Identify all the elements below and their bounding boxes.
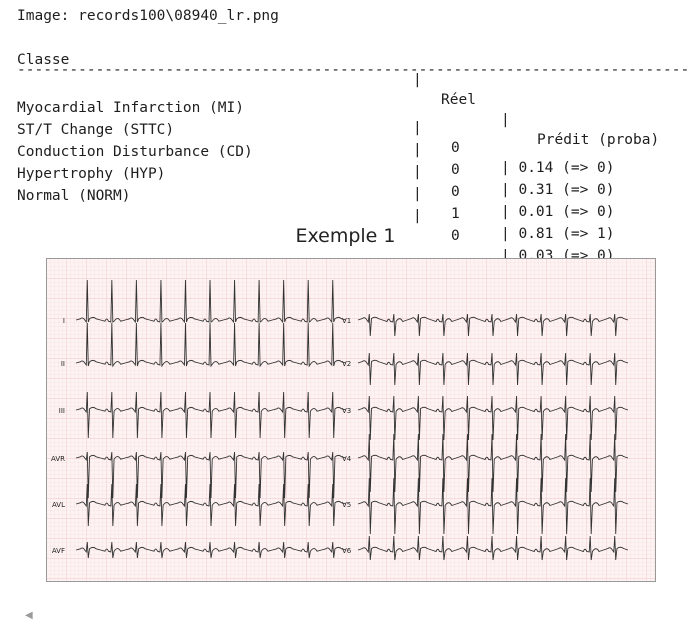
row-reel: 0 <box>451 184 460 200</box>
ecg-frame <box>46 258 656 582</box>
row-classe: Myocardial Infarction (MI) <box>17 100 244 116</box>
ecg-trace-v4 <box>357 433 629 493</box>
table-row: Myocardial Infarction (MI) | 0 | 0.14 (=… <box>17 78 615 176</box>
row-reel: 0 <box>451 140 460 156</box>
ecg-trace-ii <box>75 322 347 368</box>
table-row: Normal (NORM) | 0 | 0.03 (=> 0) <box>17 166 615 264</box>
ecg-trace-i <box>75 279 347 324</box>
row-classe: ST/T Change (STTC) <box>17 122 175 138</box>
ecg-trace-v3 <box>357 395 629 441</box>
ecg-trace-avl <box>75 483 347 527</box>
lead-label-v6: V6 <box>342 547 352 555</box>
header-separator: | <box>413 72 422 88</box>
lead-label-iii: III <box>59 407 65 415</box>
row-separator: | <box>413 186 422 202</box>
ecg-traces <box>75 279 629 561</box>
header-separator: | <box>501 112 510 128</box>
lead-label-avf: AVF <box>52 547 65 555</box>
ecg-trace-iii <box>75 391 347 439</box>
row-classe: Hypertrophy (HYP) <box>17 166 166 182</box>
ecg-trace-v1 <box>357 313 629 337</box>
table-row: Conduction Disturbance (CD) | 0 | 0.01 (… <box>17 122 615 220</box>
lead-label-avl: AVL <box>52 501 65 509</box>
ecg-trace-avr <box>75 451 347 499</box>
table-row: ST/T Change (STTC) | 0 | 0.31 (=> 0) <box>17 100 615 198</box>
figure-title: Exemple 1 <box>295 225 396 247</box>
lead-label-v5: V5 <box>342 501 351 509</box>
row-predit: | 0.31 (=> 0) <box>501 182 615 198</box>
lead-label-v3: V3 <box>342 407 351 415</box>
header-classe: Classe <box>17 52 70 68</box>
row-predit: | 0.14 (=> 0) <box>501 160 615 176</box>
header-reel: Réel <box>441 92 476 108</box>
row-separator: | <box>413 120 422 136</box>
row-reel: 0 <box>451 228 460 244</box>
row-classe: Conduction Disturbance (CD) <box>17 144 253 160</box>
ecg-grid <box>46 258 656 582</box>
table-header: Classe | Réel | Prédit (proba) <box>17 30 659 148</box>
triangle-left-icon[interactable]: ◀ <box>25 610 33 621</box>
row-separator: | <box>413 142 422 158</box>
lead-labels-right: V1 V2 V3 V4 V5 V6 <box>342 317 352 555</box>
lead-label-ii: II <box>61 360 65 368</box>
table-divider: ----------------------------------------… <box>17 62 691 78</box>
lead-label-v2: V2 <box>342 360 351 368</box>
image-path-line: Image: records100\08940_lr.png <box>17 8 279 24</box>
table-row: Hypertrophy (HYP) | 1 | 0.81 (=> 1) <box>17 144 615 242</box>
lead-label-v1: V1 <box>342 317 351 325</box>
lead-label-avr: AVR <box>51 455 65 463</box>
row-predit: | 0.01 (=> 0) <box>501 204 615 220</box>
lead-label-v4: V4 <box>342 455 352 463</box>
row-reel: 0 <box>451 162 460 178</box>
lead-label-i: I <box>63 317 65 325</box>
ecg-trace-avf <box>75 541 347 559</box>
ecg-trace-v6 <box>357 535 629 561</box>
row-classe: Normal (NORM) <box>17 188 131 204</box>
row-separator: | <box>413 208 422 224</box>
header-predit: Prédit (proba) <box>537 132 660 148</box>
ecg-trace-v5 <box>357 477 629 535</box>
row-separator: | <box>413 164 422 180</box>
ecg-trace-v2 <box>357 352 629 386</box>
row-reel: 1 <box>451 206 460 222</box>
row-predit: | 0.81 (=> 1) <box>501 226 615 242</box>
